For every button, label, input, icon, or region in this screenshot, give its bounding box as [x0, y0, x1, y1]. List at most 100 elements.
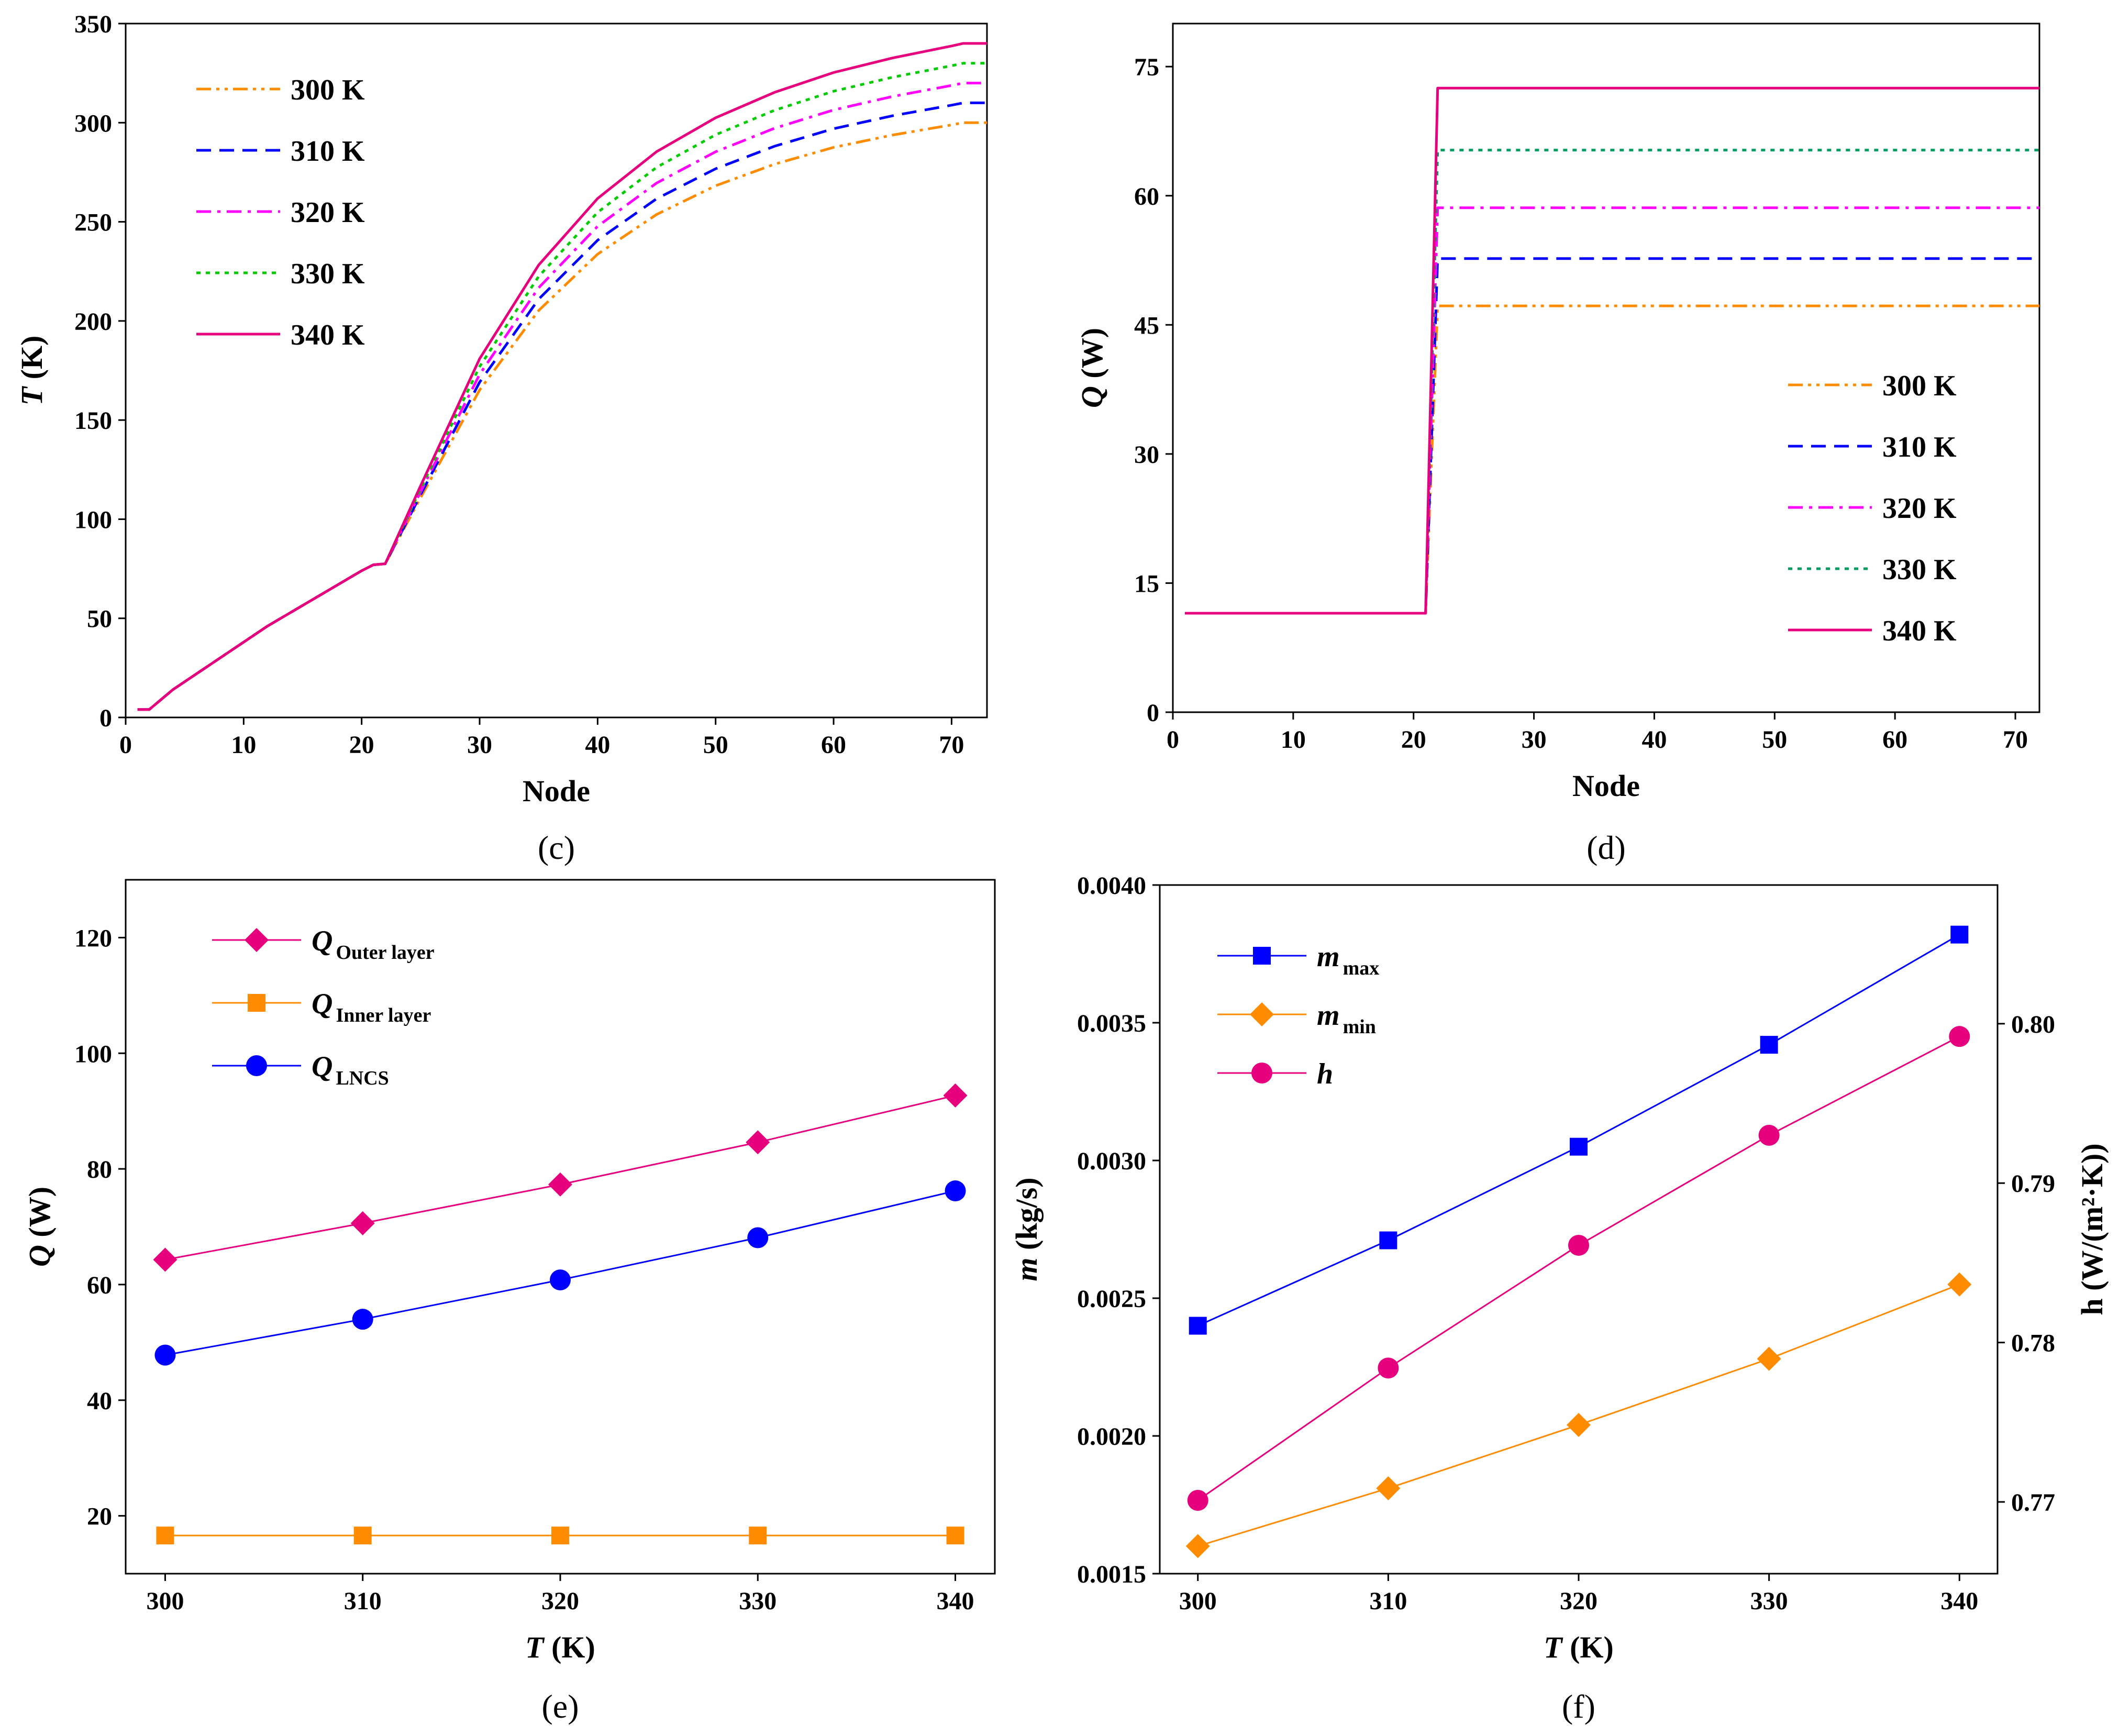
plot-frame — [1159, 884, 1999, 1575]
legend-subscript: Inner layer — [336, 1004, 431, 1026]
legend-label: 310 K — [1882, 431, 1957, 463]
data-point — [749, 1527, 767, 1545]
legend-symbol: Q — [312, 988, 332, 1020]
y-tick-label: 75 — [1134, 53, 1159, 81]
y-tick-label: 15 — [1134, 570, 1159, 598]
y-tick-label: 250 — [74, 209, 112, 237]
legend-label: 320 K — [291, 196, 365, 229]
series-line-330k — [137, 62, 987, 711]
x-tick-label: 60 — [821, 731, 846, 759]
x-tick-label: 0 — [1167, 726, 1179, 754]
x-tick-label: 70 — [939, 731, 964, 759]
x-tick-label: 340 — [937, 1587, 974, 1615]
y-tick-label: 150 — [74, 407, 112, 435]
x-axis-label: T (K) — [1544, 1630, 1614, 1664]
data-point — [1567, 1412, 1591, 1437]
x-tick-label: 20 — [1401, 726, 1426, 754]
legend-label: 310 K — [291, 135, 365, 168]
x-tick-label: 330 — [1750, 1587, 1788, 1615]
legend-label: Q Inner layer — [312, 988, 431, 1026]
data-point — [1189, 1317, 1207, 1335]
data-point — [1378, 1357, 1399, 1379]
x-tick-label: 300 — [146, 1587, 184, 1615]
x-tick-label: 20 — [349, 731, 374, 759]
data-point — [551, 1527, 569, 1545]
x-tick-label: 70 — [2003, 726, 2028, 754]
y-axis-symbol: m — [1009, 1257, 1044, 1281]
legend-label: 320 K — [1882, 492, 1957, 525]
y-tick-label: 0.0040 — [1077, 872, 1146, 900]
legend-label: 340 K — [291, 319, 365, 351]
plot-frame — [1172, 23, 2040, 713]
data-point — [746, 1130, 770, 1155]
x-tick-label: 320 — [1560, 1587, 1597, 1615]
y-axis-unit: (W) — [23, 1187, 57, 1245]
legend-subscript: LNCS — [336, 1067, 389, 1089]
x-axis-symbol: T — [1544, 1630, 1563, 1664]
legend-marker — [1253, 947, 1271, 965]
y-tick-label: 100 — [74, 506, 112, 534]
panel-d-heat-vs-node: 0 10 20 30 40 50 60 70 0 15 30 45 60 75 300 K 310 K 320 … — [1075, 23, 2040, 866]
panel-label: (d) — [1587, 829, 1626, 866]
data-point — [1570, 1137, 1588, 1156]
legend-marker — [246, 1055, 267, 1076]
legend-symbol: Q — [312, 925, 332, 957]
series-line-320k — [137, 82, 987, 711]
y-tick-label: 0.0020 — [1077, 1423, 1146, 1451]
series-line-340k — [1184, 86, 2039, 615]
y2-tick-label: 0.79 — [2011, 1170, 2055, 1198]
data-point — [1376, 1476, 1401, 1500]
y-tick-label: 80 — [87, 1156, 112, 1184]
panel-label: (f) — [1562, 1688, 1595, 1725]
data-point — [1187, 1489, 1208, 1511]
x-tick-label: 30 — [467, 731, 492, 759]
data-point — [1568, 1234, 1589, 1256]
data-point — [352, 1309, 373, 1330]
x-tick-label: 50 — [1762, 726, 1787, 754]
y-tick-label: 0.0015 — [1077, 1561, 1146, 1588]
legend-marker — [245, 928, 269, 952]
data-point — [747, 1227, 769, 1248]
data-point — [550, 1269, 571, 1291]
x-tick-label: 60 — [1882, 726, 1907, 754]
data-point — [156, 1527, 174, 1545]
y-tick-label: 45 — [1134, 312, 1159, 339]
y-tick-label: 0.0030 — [1077, 1147, 1146, 1175]
legend-symbol: Q — [312, 1051, 332, 1083]
y-tick-label: 0.0025 — [1077, 1285, 1146, 1313]
x-axis-symbol: T — [525, 1630, 545, 1664]
legend-label: 330 K — [291, 258, 365, 290]
legend-marker — [248, 994, 265, 1012]
x-tick-label: 310 — [1369, 1587, 1407, 1615]
y-tick-label: 40 — [87, 1387, 112, 1415]
data-point — [1947, 1272, 1972, 1297]
y2-tick-label: 0.80 — [2011, 1011, 2055, 1038]
y-axis-symbol: Q — [1075, 386, 1109, 408]
legend-label: 300 K — [291, 74, 365, 106]
series-line-340k — [137, 42, 987, 711]
y-axis-label: m (kg/s) — [1009, 1177, 1044, 1281]
x-axis-unit: (K) — [1562, 1630, 1614, 1664]
data-point — [1950, 925, 1969, 944]
x-tick-label: 10 — [231, 731, 256, 759]
y-axis-unit: (kg/s) — [1009, 1177, 1044, 1257]
data-point — [1379, 1231, 1397, 1250]
y-axis-label: Q (W) — [1075, 328, 1109, 408]
legend-label: h — [1317, 1058, 1333, 1090]
y-tick-label: 100 — [74, 1040, 112, 1068]
legend-label: 340 K — [1882, 615, 1957, 647]
x-tick-label: 320 — [541, 1587, 579, 1615]
x-tick-label: 10 — [1281, 726, 1306, 754]
x-tick-label: 40 — [585, 731, 610, 759]
x-tick-label: 310 — [344, 1587, 382, 1615]
legend-marker — [1250, 1002, 1274, 1026]
y-axis-symbol: Q — [23, 1245, 57, 1267]
x-tick-label: 0 — [119, 731, 132, 759]
plot-frame — [125, 23, 988, 718]
panel-label: (c) — [538, 829, 575, 866]
data-point — [1758, 1124, 1780, 1146]
x-tick-label: 40 — [1641, 726, 1667, 754]
x-tick-label: 50 — [703, 731, 728, 759]
